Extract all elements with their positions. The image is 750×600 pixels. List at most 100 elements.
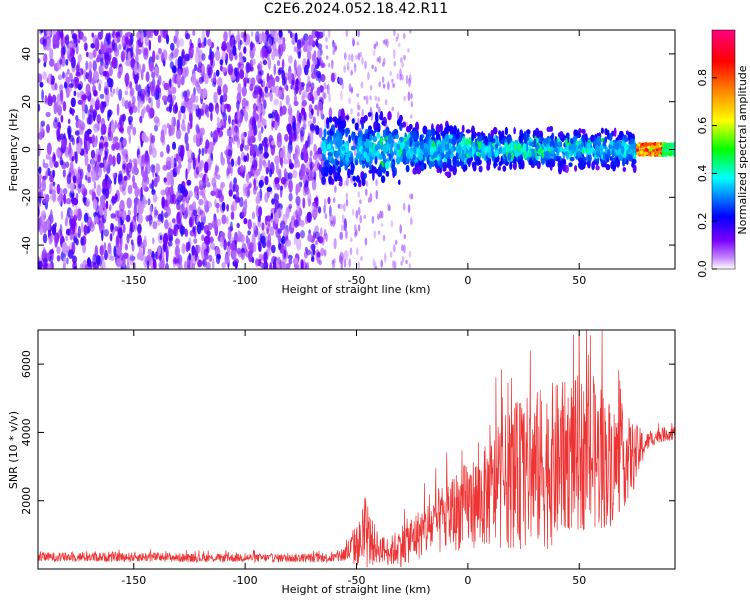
heatmap-cell (165, 34, 170, 45)
heatmap-cell (242, 183, 248, 197)
heatmap-cell (314, 197, 319, 203)
heatmap-cell (198, 61, 202, 67)
heatmap-cell (96, 184, 102, 197)
heatmap-cell (350, 53, 354, 63)
heatmap-cell (172, 141, 176, 150)
heatmap-cell (389, 251, 393, 258)
heatmap-cell (43, 246, 46, 254)
heatmap-cell (253, 178, 256, 188)
heatmap-cell (123, 252, 129, 260)
heatmap-cell (241, 86, 247, 97)
heatmap-cell (88, 114, 92, 125)
heatmap-cell (164, 262, 169, 269)
heatmap-cell (280, 261, 286, 268)
heatmap-cell (132, 175, 136, 184)
heatmap-cell (102, 179, 107, 190)
heatmap-cell (245, 61, 250, 74)
heatmap-cell (393, 244, 396, 253)
heatmap-cell (186, 179, 192, 186)
heatmap-cell (81, 99, 86, 112)
heatmap-cell (275, 75, 280, 82)
heatmap-cell (211, 177, 217, 188)
heatmap-cell (230, 137, 233, 145)
heatmap-cell (245, 71, 249, 81)
heatmap-cell (204, 73, 209, 85)
heatmap-cell (212, 137, 216, 146)
heatmap-cell (269, 262, 273, 269)
heatmap-cell (226, 167, 229, 177)
heatmap-cell (219, 236, 224, 248)
heatmap-cell (159, 235, 163, 241)
heatmap-cell (142, 245, 145, 256)
heatmap-cell (38, 58, 41, 64)
heatmap-cell (252, 109, 257, 120)
heatmap-cell (257, 62, 261, 71)
heatmap-cell (376, 57, 380, 62)
heatmap-cell (213, 91, 218, 104)
heatmap-cell (317, 153, 323, 161)
heatmap-cell (61, 55, 66, 67)
heatmap-cell (380, 210, 384, 219)
heatmap-cell (294, 155, 299, 164)
heatmap-cell (247, 130, 253, 137)
heatmap-cell (251, 159, 258, 171)
heatmap-cell (317, 206, 322, 214)
heatmap-cell (294, 32, 298, 43)
heatmap-cell (377, 230, 381, 235)
heatmap-cell (123, 175, 128, 181)
heatmap-cell (175, 153, 179, 162)
heatmap-cell (178, 162, 182, 169)
heatmap-cell (43, 62, 47, 68)
heatmap-cell (47, 167, 51, 176)
heatmap-cell (394, 239, 398, 245)
heatmap-cell (48, 235, 53, 245)
heatmap-cell (158, 75, 162, 86)
heatmap-cell (136, 48, 142, 55)
heatmap-cell (125, 214, 131, 223)
heatmap-cell (83, 212, 89, 223)
heatmap-cell (166, 94, 173, 103)
heatmap-cell (54, 234, 58, 247)
heatmap-cell (293, 46, 296, 53)
heatmap-cell (151, 237, 155, 245)
heatmap-cell (79, 122, 86, 131)
heatmap-cell (42, 233, 48, 244)
heatmap-cell (316, 87, 321, 96)
heatmap-cell (198, 172, 205, 179)
heatmap-cell (221, 201, 226, 212)
heatmap-cell (59, 58, 63, 65)
heatmap-cell (110, 255, 115, 261)
heatmap-cell (401, 255, 405, 263)
heatmap-cell (229, 180, 233, 191)
heatmap-cell (234, 182, 237, 188)
heatmap-cell (125, 59, 131, 67)
heatmap-cell (262, 78, 266, 88)
heatmap-cell (114, 120, 117, 130)
heatmap-cell (250, 31, 254, 37)
heatmap-cell (375, 41, 379, 47)
heatmap-cell (38, 166, 42, 174)
heatmap-cell (124, 243, 128, 251)
heatmap-cell (147, 198, 151, 206)
heatmap-cell (184, 132, 189, 145)
heatmap-cell (220, 64, 223, 72)
heatmap-cell (85, 138, 91, 152)
heatmap-cell (187, 123, 191, 134)
heatmap-cell (49, 182, 53, 192)
heatmap-cell (198, 108, 204, 117)
heatmap-cell (134, 62, 138, 75)
heatmap-cell (188, 252, 192, 261)
heatmap-cell (234, 125, 238, 133)
heatmap-cell (281, 58, 285, 70)
heatmap-cell (191, 73, 196, 86)
heatmap-cell (292, 121, 296, 132)
heatmap-cell (249, 135, 255, 142)
heatmap-cell (384, 99, 388, 106)
heatmap-cell (180, 144, 185, 158)
heatmap-cell (131, 105, 138, 113)
heatmap-cell (150, 97, 153, 110)
heatmap-cell (111, 196, 117, 204)
heatmap-cell (158, 245, 161, 256)
heatmap-cell (163, 177, 167, 183)
heatmap-cell (153, 30, 159, 36)
